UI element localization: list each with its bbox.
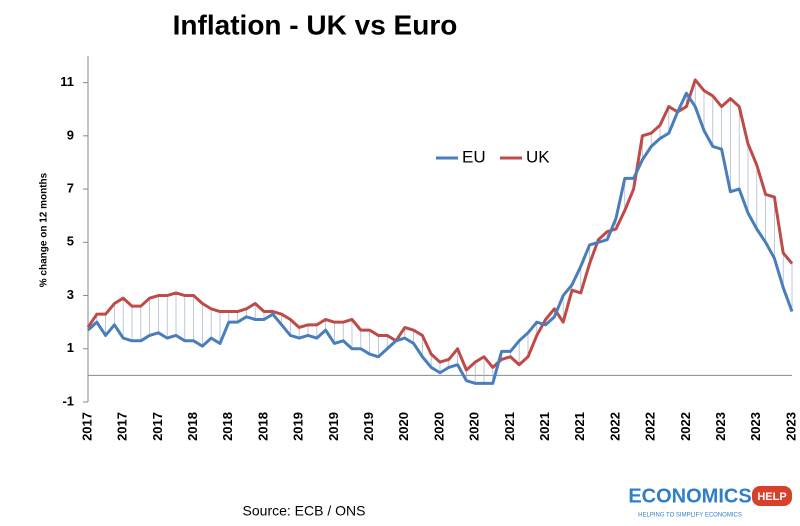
x-tick-label: 2019 <box>326 412 341 441</box>
x-tick-label: 2018 <box>220 412 235 441</box>
x-tick-label: 2021 <box>502 412 517 441</box>
logo-name: ECONOMICS <box>628 485 751 507</box>
x-tick-label: 2023 <box>748 412 763 441</box>
chart-title: Inflation - UK vs Euro <box>173 9 458 40</box>
y-tick-label: -1 <box>62 393 74 408</box>
x-tick-label: 2022 <box>678 412 693 441</box>
logo-badge <box>752 486 792 506</box>
source: Source: ECB / ONS <box>243 503 366 519</box>
logo-badge-text: HELP <box>757 491 786 503</box>
logo: ECONOMICS HELP HELPING TO SIMPLIFY ECONO… <box>628 485 792 519</box>
x-tick-label: 2019 <box>361 412 376 441</box>
x-tick-label: 2017 <box>150 412 165 441</box>
x-tick-label: 2020 <box>431 412 446 441</box>
x-tick-label: 2020 <box>396 412 411 441</box>
series-line <box>86 78 794 372</box>
x-tick-label: 2020 <box>467 412 482 441</box>
y-axis-label: % change on 12 months <box>39 172 50 287</box>
y-tick-label: 3 <box>67 287 74 302</box>
x-tick-label: 2022 <box>643 412 658 441</box>
x-tick-label: 2023 <box>783 412 798 441</box>
y-tick-label: 5 <box>67 234 74 249</box>
x-tick-label: 2023 <box>713 412 728 441</box>
x-tick-label: 2021 <box>537 412 552 441</box>
x-tick-label: 2018 <box>255 412 270 441</box>
series-line <box>86 91 794 385</box>
logo-tagline: HELPING TO SIMPLIFY ECONOMICS <box>638 513 742 519</box>
x-tick-label: 2022 <box>607 412 622 441</box>
y-tick-label: 11 <box>60 74 74 89</box>
x-tick-label: 2017 <box>79 412 94 441</box>
x-tick-label: 2018 <box>185 412 200 441</box>
y-tick-label: 9 <box>67 127 74 142</box>
legend-label: EU <box>462 147 486 166</box>
x-tick-label: 2017 <box>115 412 130 441</box>
legend-label: UK <box>526 147 550 166</box>
x-tick-label: 2021 <box>572 412 587 441</box>
y-tick-label: 1 <box>67 340 74 355</box>
y-tick-label: 7 <box>67 181 74 196</box>
x-tick-label: 2019 <box>291 412 306 441</box>
